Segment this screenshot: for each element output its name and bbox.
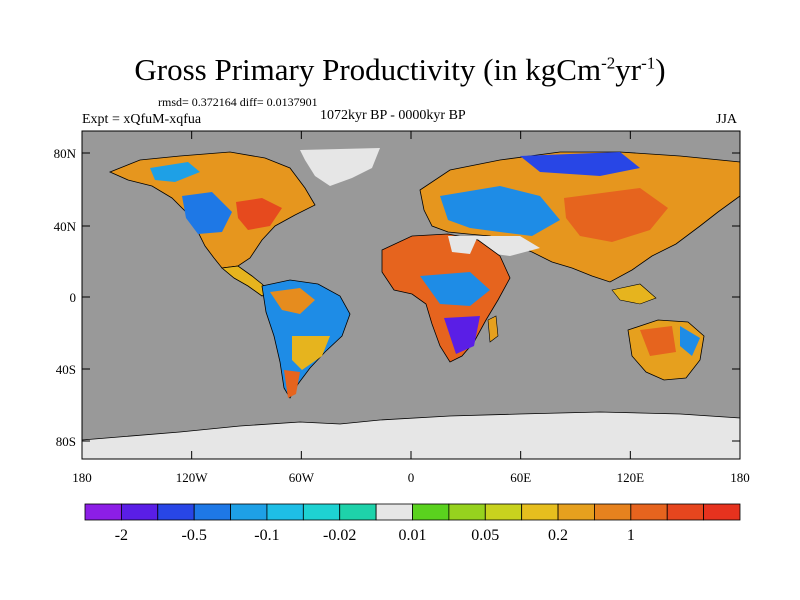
australia-red-patch — [640, 326, 676, 356]
lon-tick-label: 0 — [408, 470, 415, 485]
lat-tick-label: 80S — [56, 434, 76, 449]
lat-tick-label: 0 — [70, 290, 77, 305]
na-cyan-patch — [150, 162, 200, 182]
colorbar-cell — [484, 503, 523, 521]
colorbar-label: 0.05 — [471, 527, 499, 544]
lat-tick-label: 40S — [56, 362, 76, 377]
colorbar-cell — [630, 503, 668, 521]
colorbar-cell — [666, 503, 705, 521]
lon-tick-label: 180 — [72, 470, 92, 485]
colorbar-cell — [703, 503, 741, 521]
colorbar-cell — [84, 503, 122, 521]
sa-orange-patch — [270, 288, 315, 314]
lon-tick-label: 180 — [730, 470, 750, 485]
colorbar-label: -0.1 — [254, 527, 279, 544]
colorbar-cell — [594, 503, 632, 521]
madagascar — [487, 315, 499, 343]
colorbar-label: -0.02 — [323, 527, 356, 544]
greenland-ice — [300, 148, 380, 186]
colorbar-cell — [375, 503, 413, 521]
colorbar-label: 0.01 — [399, 527, 427, 544]
na-blue-patch — [182, 192, 232, 234]
colorbar-cell — [521, 503, 559, 521]
chart-title: Gross Primary Productivity (in kgCm-2yr-… — [134, 52, 666, 87]
colorbar-cell — [230, 503, 268, 521]
colorbar-cell — [120, 503, 159, 521]
asia-red-patch — [564, 188, 668, 242]
siberia-blue-patch — [520, 152, 640, 176]
map-axes: 80N 40N 0 40S 80S 180 120W 60W 0 60E 120E 180 — [54, 131, 750, 485]
na-red-patch — [236, 198, 282, 230]
colorbar-label: 0.2 — [548, 527, 568, 544]
colorbar-cell — [448, 503, 486, 521]
stats-text: rmsd= 0.372164 diff= 0.0137901 — [158, 95, 318, 109]
australia-blue-patch — [680, 326, 700, 356]
sa-yellow-patch — [292, 336, 330, 370]
colorbar-cell — [557, 503, 595, 521]
colorbar-cell — [157, 503, 195, 521]
colorbar-cell — [266, 503, 304, 521]
season-label: JJA — [716, 112, 738, 127]
colorbar: -2 -0.5 -0.1 -0.02 0.01 0.05 0.2 1 — [84, 503, 741, 544]
lon-tick-label: 60E — [510, 470, 531, 485]
colorbar-label: 1 — [627, 527, 635, 544]
lon-tick-label: 120W — [176, 470, 209, 485]
lon-tick-label: 60W — [289, 470, 315, 485]
colorbar-cell — [302, 503, 341, 521]
lat-tick-label: 80N — [54, 146, 77, 161]
africa-purple-patch — [444, 316, 480, 354]
colorbar-cell — [193, 503, 231, 521]
experiment-label: Expt = xQfuM-xqfua — [82, 112, 202, 127]
colorbar-label: -0.5 — [182, 527, 207, 544]
colorbar-cell — [339, 503, 377, 521]
se-asia-islands — [611, 283, 657, 305]
sa-red-patch — [284, 370, 300, 398]
period-label: 1072kyr BP - 0000kyr BP — [320, 108, 466, 123]
lon-tick-label: 120E — [617, 470, 645, 485]
colorbar-cell — [412, 503, 450, 521]
colorbar-label: -2 — [115, 527, 128, 544]
eurasia-blue-patch — [440, 186, 560, 236]
sahara-white-patch — [448, 236, 478, 254]
africa-blue-patch — [420, 272, 490, 306]
lat-tick-label: 40N — [54, 219, 77, 234]
